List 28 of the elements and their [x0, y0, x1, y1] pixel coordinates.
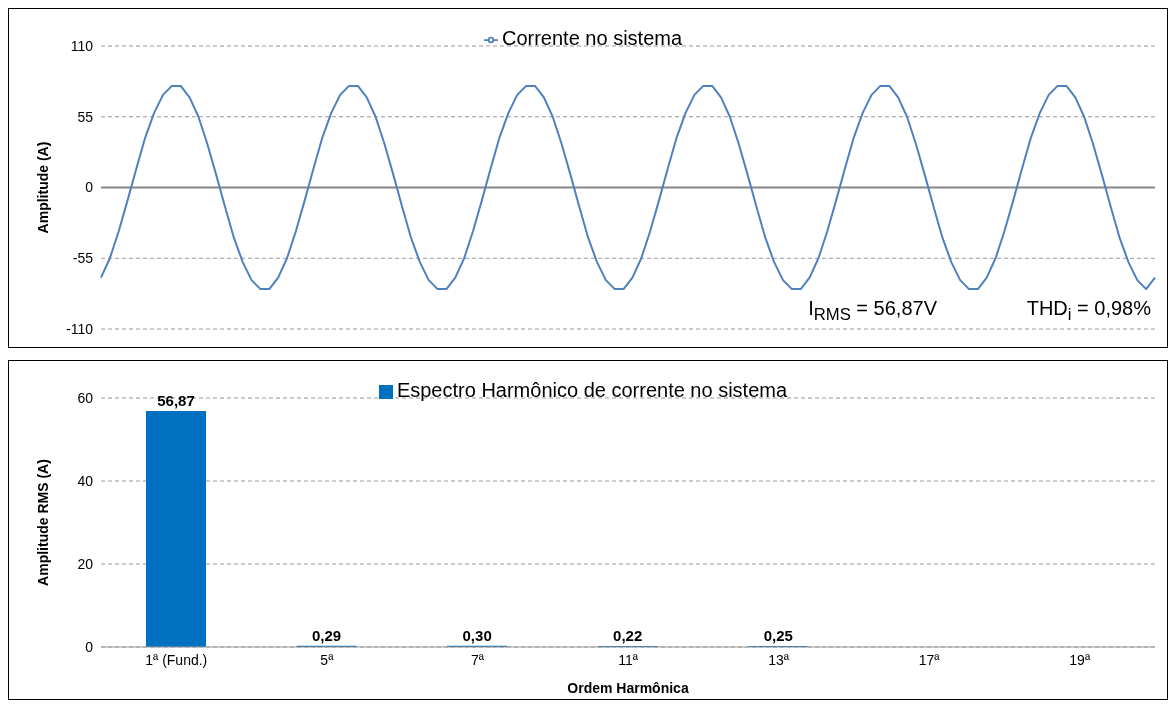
y-tick-label: 0 [85, 638, 94, 655]
y-tick-label: 0 [85, 179, 94, 196]
x-tick-label: 11ª [618, 651, 639, 668]
x-tick-label: 1ª (Fund.) [145, 651, 208, 668]
text: 56,87 [157, 391, 195, 409]
y-tick-label: -55 [72, 250, 94, 267]
x-tick-label: 13ª [768, 651, 790, 668]
annotation: THD$_{i}$ = 0,98% [1026, 297, 1151, 325]
text: 0,29 [311, 626, 342, 644]
y-tick-label: 20 [77, 555, 94, 572]
y-tick-label: 55 [77, 108, 94, 125]
y-axis-title: Amplitude (A) [34, 141, 51, 234]
legend-label: Espectro Harmônico de corrente no sistema [396, 379, 788, 401]
x-tick-label: 5ª [320, 651, 335, 668]
x-axis-title: Ordem Harmônica [567, 680, 689, 696]
x-tick-label: 17ª [918, 651, 941, 668]
y-axis-title: Amplitude RMS (A) [34, 459, 51, 586]
legend-label: Corrente no sistema [501, 27, 683, 49]
y-tick-label: -110 [66, 320, 94, 337]
x-tick-label: 7ª [470, 651, 485, 668]
x-tick-label: 19ª [1069, 651, 1091, 668]
annotation: I$_{RMS}$ = 56,87V [808, 297, 937, 325]
text: 0,22 [613, 627, 643, 645]
text: 0,25 [763, 626, 793, 644]
text: 0,30 [462, 626, 492, 644]
y-tick-label: 60 [77, 389, 94, 406]
y-tick-label: 40 [77, 472, 94, 489]
y-tick-label: 110 [70, 37, 94, 54]
